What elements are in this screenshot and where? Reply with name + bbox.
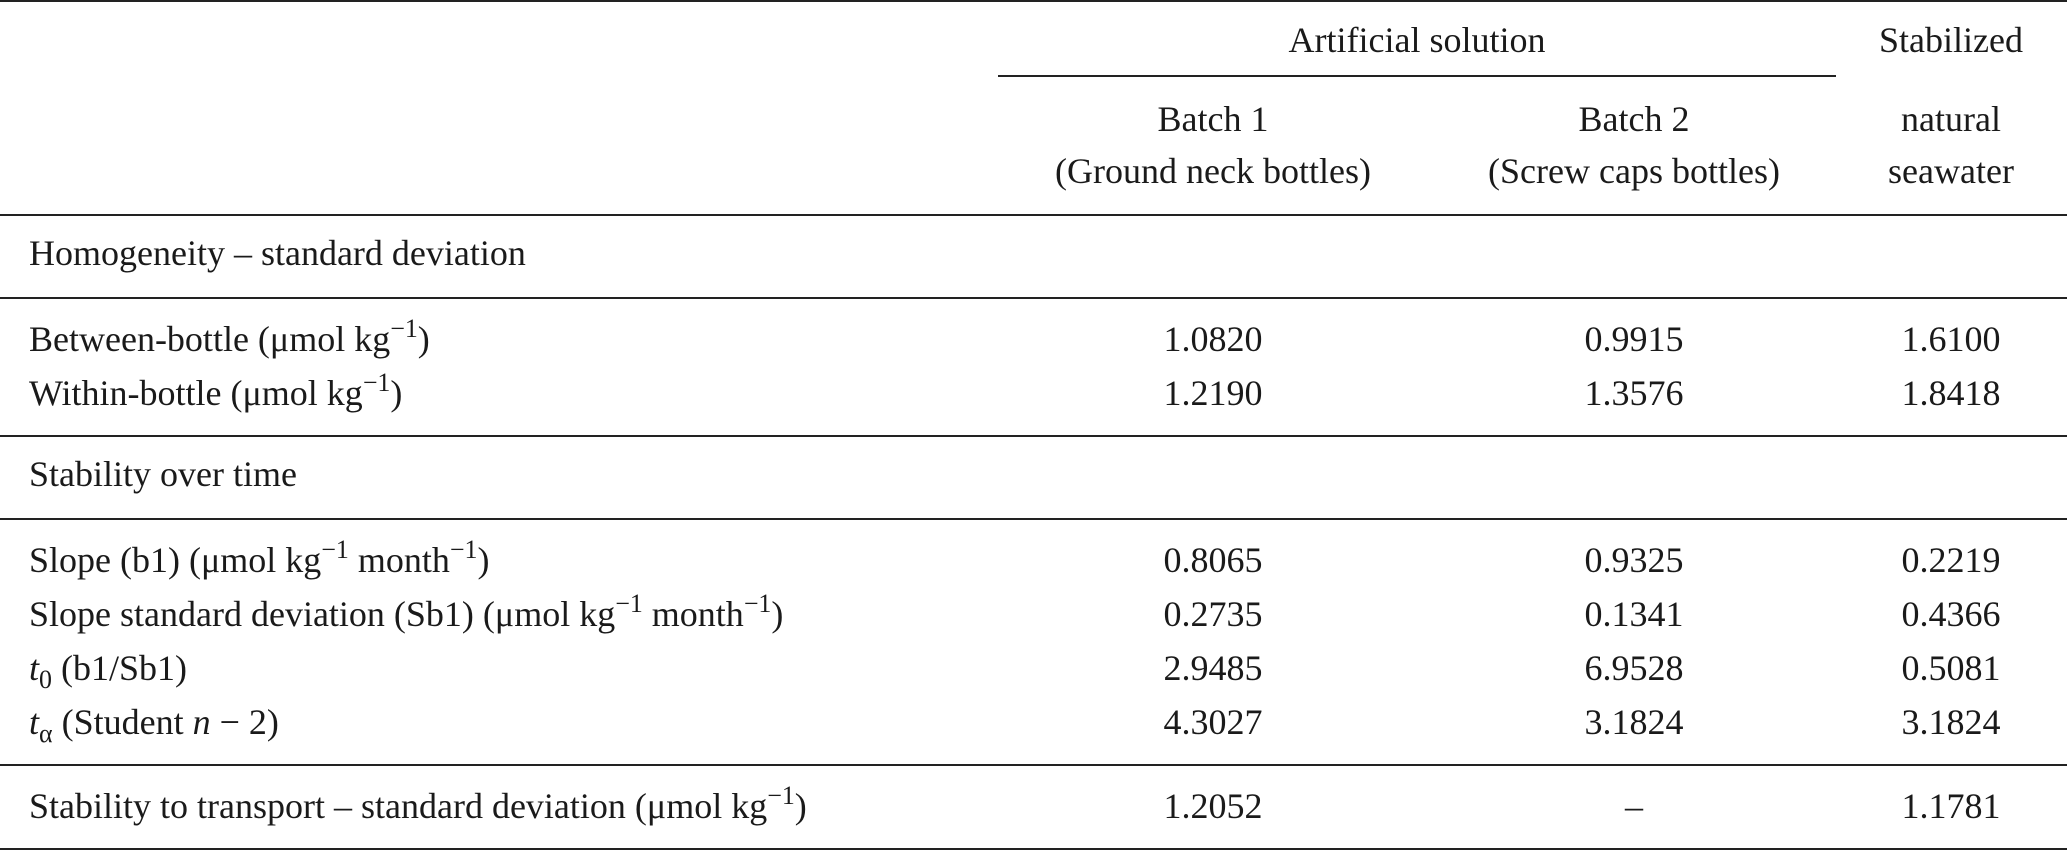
rule (0, 214, 2067, 216)
cell-value: 3.1824 (1584, 702, 1684, 742)
cell-value: – (1625, 786, 1643, 826)
column-header: Batch 1 (1157, 99, 1269, 139)
label-text: Slope (b1) (μmol kg (29, 540, 322, 580)
cell-value: 0.2735 (1163, 594, 1263, 634)
row-label: Slope standard deviation (Sb1) (μmol kg−… (29, 590, 784, 634)
label-sup: −1 (615, 588, 643, 618)
label-text: ) (477, 540, 490, 580)
label-text: ) (417, 319, 430, 359)
rule (0, 0, 2067, 2)
section-title: Homogeneity – standard deviation (29, 233, 526, 273)
column-header: (Ground neck bottles) (1055, 151, 1371, 191)
label-sup: −1 (362, 367, 391, 397)
cell-value: 0.9915 (1584, 319, 1684, 359)
cell-value: 0.8065 (1163, 540, 1263, 580)
cell-value: 3.1824 (1901, 702, 2001, 742)
label-text: ) (771, 594, 784, 634)
cell-value: 4.3027 (1163, 702, 1263, 742)
row-label: Within-bottle (μmol kg−1) (29, 369, 403, 413)
label-text: (Student (52, 702, 193, 742)
cell-value: 1.1781 (1901, 786, 2001, 826)
cell-value: 1.2052 (1163, 786, 1263, 826)
label-i: n (192, 702, 211, 742)
rule (998, 75, 1836, 77)
label-sub: 0 (39, 664, 52, 694)
group-header: Artificial solution (1288, 20, 1546, 60)
cell-value: 1.0820 (1163, 319, 1263, 359)
cell-value: 1.2190 (1163, 373, 1263, 413)
row-label: Between-bottle (μmol kg−1) (29, 315, 430, 359)
cell-value: 1.6100 (1901, 319, 2001, 359)
section-title: Stability over time (29, 454, 297, 494)
label-sup: −1 (767, 780, 795, 810)
row-label: Slope (b1) (μmol kg−1 month−1) (29, 536, 490, 580)
cell-value: 1.8418 (1901, 373, 2001, 413)
cell-value: 0.9325 (1584, 540, 1684, 580)
cell-value: 0.1341 (1584, 594, 1684, 634)
label-text: Stability to transport – standard deviat… (29, 786, 768, 826)
label-text: − 2) (210, 702, 279, 742)
cell-value: 0.5081 (1901, 648, 2001, 688)
label-text: month (642, 594, 744, 634)
column-header: Stabilized (1879, 20, 2023, 60)
label-i: t (29, 648, 40, 688)
label-sup: −1 (390, 313, 418, 343)
label-sup: −1 (743, 588, 772, 618)
label-text: ) (390, 373, 403, 413)
column-header: seawater (1888, 151, 2014, 191)
label-text: Within-bottle (μmol kg (29, 373, 363, 413)
rule (0, 764, 2067, 766)
rule (0, 848, 2067, 850)
label-text: ) (794, 786, 807, 826)
rule (0, 435, 2067, 437)
row-label: tα (Student n − 2) (29, 702, 279, 746)
rule (0, 518, 2067, 520)
cell-value: 6.9528 (1584, 648, 1684, 688)
label-text: month (348, 540, 450, 580)
row-label: Stability to transport – standard deviat… (29, 782, 807, 826)
column-header: natural (1901, 99, 2001, 139)
label-sub: α (39, 718, 53, 748)
label-text: Between-bottle (μmol kg (29, 319, 391, 359)
label-text: (b1/Sb1) (51, 648, 187, 688)
column-header: (Screw caps bottles) (1488, 151, 1780, 191)
row-label: t0 (b1/Sb1) (29, 648, 187, 692)
label-i: t (29, 702, 40, 742)
cell-value: 1.3576 (1584, 373, 1684, 413)
label-sup: −1 (321, 534, 349, 564)
cell-value: 2.9485 (1163, 648, 1263, 688)
rule (0, 297, 2067, 299)
cell-value: 0.2219 (1901, 540, 2001, 580)
column-header: Batch 2 (1578, 99, 1690, 139)
label-text: Slope standard deviation (Sb1) (μmol kg (29, 594, 616, 634)
label-sup: −1 (449, 534, 478, 564)
cell-value: 0.4366 (1901, 594, 2001, 634)
